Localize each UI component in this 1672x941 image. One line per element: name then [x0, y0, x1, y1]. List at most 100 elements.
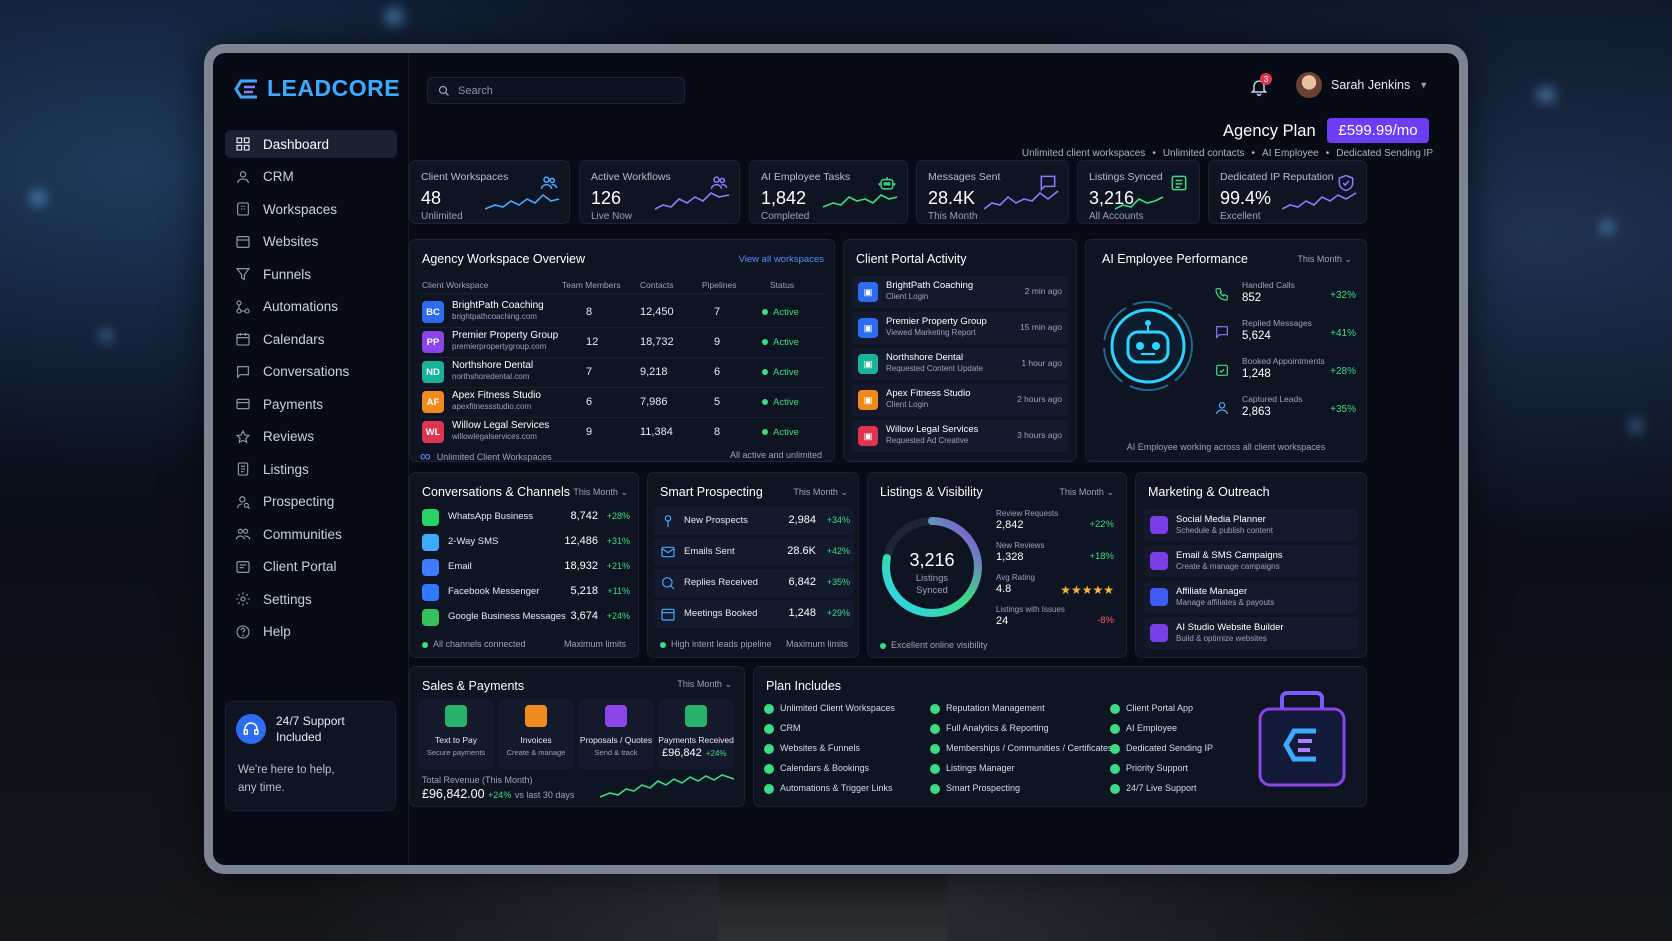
channel-change: +24%	[606, 611, 630, 621]
table-row[interactable]: PP Premier Property Group premierpropertyg…	[410, 328, 836, 358]
sidebar-item-calendars[interactable]: Calendars	[225, 325, 397, 353]
marketing-desc: Create & manage campaigns	[1176, 562, 1280, 571]
kpi-card-listings-synced[interactable]: Listings Synced 3,216 All Accounts	[1077, 160, 1200, 224]
portal-activity-item[interactable]: ▣ Premier Property Group Viewed Marketing …	[852, 312, 1068, 344]
sidebar-item-label: Client Portal	[263, 559, 337, 574]
user-menu[interactable]: Sarah Jenkins ▼	[1296, 72, 1428, 98]
separator-dot: •	[1325, 148, 1330, 159]
marketing-item[interactable]: Email & SMS Campaigns Create & manage cam…	[1144, 545, 1358, 577]
portal-activity-item[interactable]: ▣ BrightPath Coaching Client Login 2 min ag…	[852, 276, 1068, 308]
sales-tool-proposals-quotes[interactable]: Proposals / Quotes Send & track	[578, 699, 654, 769]
portal-item-name: Willow Legal Services	[886, 424, 979, 435]
sidebar-item-conversations[interactable]: Conversations	[225, 358, 397, 386]
channel-value: 12,486	[564, 535, 598, 547]
table-row[interactable]: WL Willow Legal Services willowlegalservic…	[410, 418, 836, 446]
sidebar-item-communities[interactable]: Communities	[225, 520, 397, 548]
channel-row[interactable]: Email 18,932 +21%	[410, 557, 640, 579]
sidebar-item-automations[interactable]: Automations	[225, 293, 397, 321]
sidebar-item-dashboard[interactable]: Dashboard	[225, 130, 397, 158]
channel-row[interactable]: WhatsApp Business 8,742 +28%	[410, 507, 640, 529]
sidebar-item-prospecting[interactable]: Prospecting	[225, 488, 397, 516]
channel-row[interactable]: 2-Way SMS 12,486 +31%	[410, 532, 640, 554]
sidebar-item-crm[interactable]: CRM	[225, 163, 397, 191]
workspace-team: 7	[586, 366, 593, 378]
portal-activity-item[interactable]: ▣ Apex Fitness Studio Client Login 2 hours …	[852, 384, 1068, 416]
period-selector[interactable]: This Month ⌄	[793, 487, 848, 497]
marketing-item[interactable]: AI Studio Website Builder Build & optimiz…	[1144, 617, 1358, 649]
sidebar-item-settings[interactable]: Settings	[225, 585, 397, 613]
kpi-card-messages-sent[interactable]: Messages Sent 28.4K This Month	[916, 160, 1069, 224]
prospecting-row[interactable]: Meetings Booked 1,248 +29%	[654, 600, 854, 628]
status-dot	[762, 399, 768, 406]
card-title: Conversations & Channels	[422, 485, 570, 499]
notifications-button[interactable]: 3	[1249, 73, 1272, 102]
kpi-label: Dedicated IP Reputation	[1220, 171, 1334, 183]
message-icon	[1216, 326, 1228, 339]
ai-performance-card: AI Employee Performance This Month ⌄ AI …	[1085, 239, 1367, 462]
logo-icon	[234, 79, 257, 98]
sales-tool-text-to-pay[interactable]: Text to Pay Secure payments	[418, 699, 494, 769]
plan-price-badge[interactable]: £599.99/mo	[1327, 118, 1429, 143]
sidebar-item-client-portal[interactable]: Client Portal	[225, 553, 397, 581]
plan-include-label: Reputation Management	[946, 703, 1045, 713]
whatsapp-business-icon	[422, 509, 439, 526]
website-builder-icon	[1150, 624, 1168, 642]
client-portal-card: Client Portal Activity ▣ BrightPath Coach…	[843, 239, 1077, 462]
rating-stars: ★★★★★	[1060, 583, 1114, 597]
listing-stat-change: +18%	[1089, 551, 1114, 562]
prospecting-row[interactable]: Emails Sent 28.6K +42%	[654, 538, 854, 566]
portal-activity-item[interactable]: ▣ Northshore Dental Requested Content Upda…	[852, 348, 1068, 380]
marketing-item[interactable]: Social Media Planner Schedule & publish c…	[1144, 509, 1358, 541]
table-row[interactable]: AF Apex Fitness Studio apexfitnessstudio.c…	[410, 388, 836, 418]
kpi-card-client-workspaces[interactable]: Client Workspaces 48 Unlimited	[409, 160, 570, 224]
kpi-card-dedicated-ip-reputation[interactable]: Dedicated IP Reputation 99.4% Excellent	[1208, 160, 1367, 224]
marketing-item[interactable]: Affiliate Manager Manage affiliates & pay…	[1144, 581, 1358, 613]
channel-change: +11%	[607, 586, 630, 596]
sales-tool-invoices[interactable]: Invoices Create & manage	[498, 699, 574, 769]
channel-row[interactable]: Google Business Messages 3,674 +24%	[410, 607, 640, 629]
table-row[interactable]: ND Northshore Dental northshoredental.com 7…	[410, 358, 836, 388]
search-input[interactable]: Search	[427, 77, 685, 104]
conversations-card: Conversations & Channels This Month ⌄ Al…	[409, 472, 639, 658]
plan-include-label: Memberships / Communities / Certificates	[946, 743, 1113, 753]
status-dot	[762, 309, 768, 316]
view-all-workspaces-link[interactable]: View all workspaces	[738, 254, 824, 265]
channel-value: 3,674	[570, 610, 598, 622]
period-selector[interactable]: This Month ⌄	[677, 679, 732, 689]
portal-item-time: 15 min ago	[1019, 322, 1062, 332]
logo[interactable]: LEADCORE	[231, 75, 400, 102]
period-selector[interactable]: This Month ⌄	[1059, 487, 1114, 497]
prospecting-row[interactable]: Replies Received 6,842 +35%	[654, 569, 854, 597]
channel-value: 18,932	[564, 560, 598, 572]
kpi-card-ai-employee-tasks[interactable]: AI Employee Tasks 1,842 Completed	[749, 160, 908, 224]
prospecting-row[interactable]: New Prospects 2,984 +34%	[654, 507, 854, 535]
ring-value: 3,216	[909, 550, 955, 570]
sidebar-item-reviews[interactable]: Reviews	[225, 423, 397, 451]
channel-row[interactable]: Facebook Messenger 5,218 +11%	[410, 582, 640, 604]
sidebar-item-payments[interactable]: Payments	[225, 390, 397, 418]
kpi-sub: Unlimited	[421, 211, 463, 222]
sidebar-item-help[interactable]: Help	[225, 618, 397, 646]
period-selector[interactable]: This Month ⌄	[1297, 254, 1352, 265]
kpi-card-active-workflows[interactable]: Active Workflows 126 Live Now	[579, 160, 740, 224]
sidebar-item-workspaces[interactable]: Workspaces	[225, 195, 397, 223]
plan-include-label: Client Portal App	[1126, 703, 1194, 713]
prospecting-name: New Prospects	[684, 515, 748, 526]
ai-metric-label: Booked Appointments	[1242, 356, 1325, 366]
portal-activity-item[interactable]: ▣ Willow Legal Services Requested Ad Creat…	[852, 420, 1068, 452]
card-title: Listings & Visibility	[880, 485, 983, 499]
plan-include-label: Full Analytics & Reporting	[946, 723, 1049, 733]
row-divider	[420, 417, 826, 418]
sales-tool-payments-received[interactable]: Payments Received £96,842 +24%	[658, 699, 734, 769]
workspace-name: Willow Legal Services	[452, 420, 550, 431]
sidebar-item-label: Dashboard	[263, 136, 330, 152]
period-selector[interactable]: This Month ⌄	[573, 487, 628, 497]
workspace-contacts: 12,450	[640, 306, 674, 318]
workspace-contacts: 11,384	[640, 426, 673, 438]
sidebar-item-funnels[interactable]: Funnels	[225, 260, 397, 288]
sidebar-item-listings[interactable]: Listings	[225, 455, 397, 483]
check-icon	[764, 744, 774, 754]
table-row[interactable]: BC BrightPath Coaching brightpathcoaching.…	[410, 298, 836, 328]
monitor-frame: LEADCORE Dashboard CRM Workspaces Websites F…	[204, 44, 1468, 874]
sidebar-item-websites[interactable]: Websites	[225, 228, 397, 256]
